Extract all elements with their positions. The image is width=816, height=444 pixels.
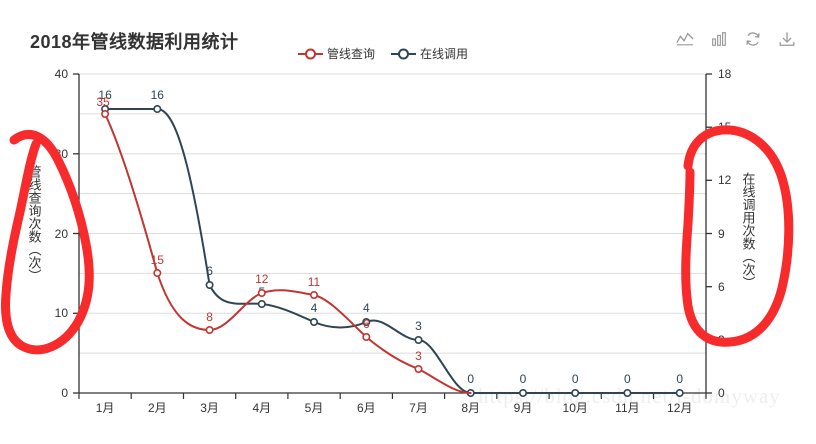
right-axis-tick-15: 15: [718, 120, 732, 134]
line-chart-icon[interactable]: [676, 30, 694, 48]
data-label-query-2: 15: [151, 253, 165, 267]
data-label-query-7: 3: [415, 349, 422, 363]
series-pipeline-query: 35 15 8 12 11 6 3: [96, 95, 472, 394]
x-axis-label-3: 3月: [200, 401, 219, 415]
data-label-online-7: 3: [415, 319, 422, 333]
x-axis-label-7: 7月: [409, 401, 428, 415]
x-axis-label-2: 2月: [148, 401, 167, 415]
download-icon[interactable]: [778, 30, 796, 48]
data-label-query-5: 11: [308, 275, 321, 289]
series-points-online-call: [101, 105, 684, 397]
data-label-online-11: 0: [624, 372, 631, 386]
data-label-online-12: 0: [676, 372, 683, 386]
x-axis-label-6: 6月: [357, 401, 376, 415]
right-axis-tick-6: 6: [718, 280, 725, 294]
right-axis-tick-9: 9: [718, 227, 725, 241]
refresh-icon[interactable]: [744, 30, 762, 48]
left-axis-tick-0: 0: [61, 386, 68, 400]
data-label-online-9: 0: [520, 372, 527, 386]
data-label-query-6: 6: [363, 317, 370, 331]
chart-legend: 管线查询 在线调用: [298, 45, 468, 62]
x-axis-label-5: 5月: [305, 401, 324, 415]
legend-item-online-call[interactable]: 在线调用: [391, 45, 468, 62]
x-axis-label-1: 1月: [96, 401, 115, 415]
data-label-query-1: 35: [96, 95, 110, 109]
data-label-online-3: 6: [206, 264, 213, 278]
left-axis-name: 管线查询次数（次）: [27, 165, 42, 282]
legend-label-online-call: 在线调用: [420, 47, 469, 61]
data-label-online-8: 0: [467, 372, 474, 386]
right-y-axis: 18 15 12 9 6 3 0 在线调用次数（次）: [705, 67, 756, 400]
series-line-online-call: [104, 108, 681, 394]
legend-label-pipeline-query: 管线查询: [327, 47, 376, 61]
x-axis-label-11: 11月: [615, 401, 639, 415]
left-axis-tick-30: 30: [55, 147, 69, 161]
x-axis-label-4: 4月: [252, 401, 271, 415]
legend-item-pipeline-query[interactable]: 管线查询: [298, 45, 375, 62]
grid-lines: [79, 73, 706, 354]
series-online-call: 16 16 6 5 4 4 3 0 0 0 0 0: [98, 88, 684, 397]
series-points-pipeline-query: [101, 110, 423, 373]
data-label-online-2: 16: [151, 88, 165, 102]
data-label-online-5: 4: [311, 301, 318, 315]
right-axis-name: 在线调用次数（次）: [741, 172, 756, 289]
page-title: 2018年管线数据利用统计: [30, 32, 239, 52]
right-axis-tick-0: 0: [718, 386, 725, 400]
chart-toolbox: [676, 30, 796, 48]
x-axis-label-10: 10月: [563, 401, 588, 415]
right-axis-tick-3: 3: [718, 333, 725, 347]
bar-chart-icon[interactable]: [710, 30, 728, 48]
right-axis-tick-18: 18: [718, 67, 732, 81]
legend-marker-icon: [298, 48, 323, 59]
legend-marker-icon: [391, 48, 417, 59]
left-axis-tick-10: 10: [55, 306, 69, 320]
data-label-online-1: 16: [98, 88, 112, 102]
data-label-online-6: 4: [363, 301, 370, 315]
left-axis-tick-40: 40: [55, 67, 69, 81]
left-axis-tick-20: 20: [55, 227, 69, 241]
data-label-query-3: 8: [206, 310, 213, 324]
right-axis-tick-12: 12: [718, 173, 732, 187]
x-axis-label-8: 8月: [461, 401, 480, 415]
x-axis-label-9: 9月: [514, 401, 533, 415]
data-label-online-10: 0: [572, 372, 579, 386]
left-y-axis: 40 30 20 10 0 管线查询次数（次）: [27, 67, 80, 400]
x-axis-label-12: 12月: [667, 401, 692, 415]
data-label-query-4: 12: [255, 272, 269, 286]
